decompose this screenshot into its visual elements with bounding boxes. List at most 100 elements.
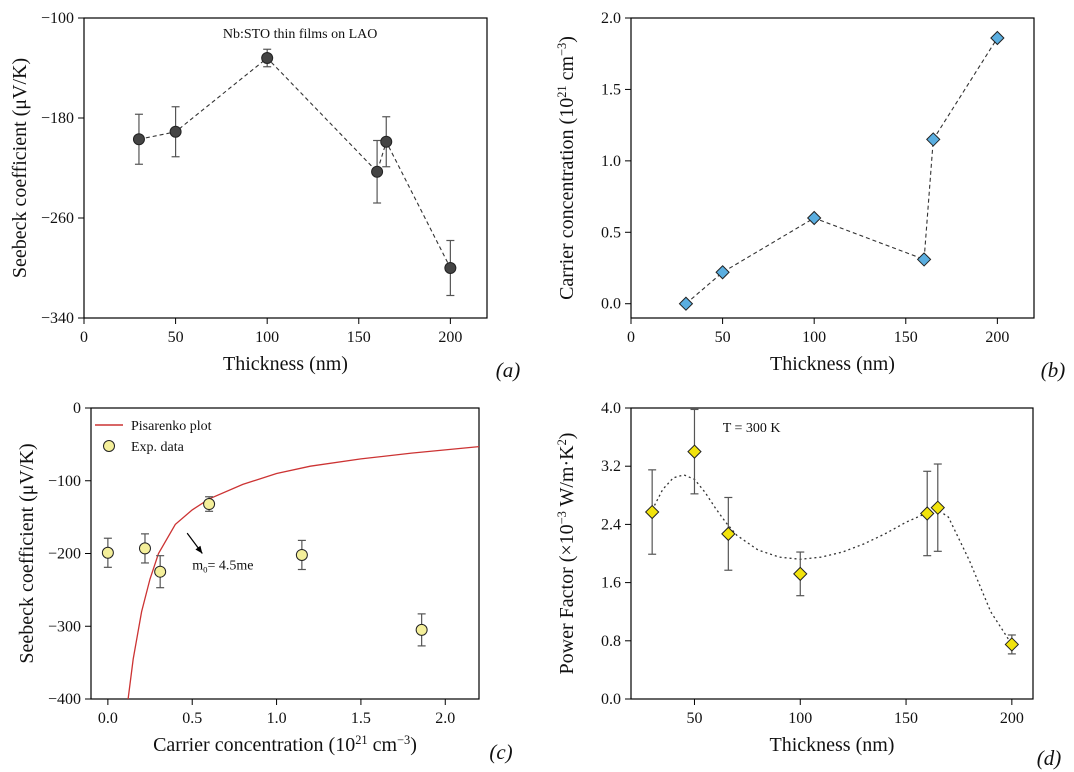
y-tick-label: −100 bbox=[48, 473, 81, 490]
series-connector bbox=[685, 37, 998, 305]
y-tick-label: 2.4 bbox=[601, 516, 621, 533]
y-tick-label: 1.5 bbox=[601, 81, 621, 98]
x-tick-label: 0 bbox=[80, 329, 88, 346]
y-tick-label: 1.0 bbox=[601, 153, 621, 170]
x-tick-label: 50 bbox=[686, 710, 702, 727]
legend-label: Exp. data bbox=[131, 440, 185, 455]
text-part: m bbox=[192, 559, 203, 574]
text-part: Carrier concentration (10 bbox=[153, 734, 355, 756]
legend-label: Pisarenko plot bbox=[131, 419, 212, 434]
x-tick-label: 150 bbox=[894, 710, 918, 727]
subscript: 0 bbox=[203, 565, 207, 575]
superscript: −3 bbox=[555, 511, 569, 524]
panel-label: (c) bbox=[489, 740, 512, 764]
superscript: −3 bbox=[555, 43, 569, 56]
x-tick-label: 100 bbox=[255, 329, 279, 346]
data-point bbox=[920, 506, 935, 521]
data-point bbox=[916, 252, 932, 267]
text-part: = 4.5me bbox=[207, 558, 253, 573]
data-point bbox=[793, 566, 808, 582]
y-tick-label: 0.0 bbox=[601, 296, 621, 313]
data-point bbox=[203, 498, 216, 511]
data-point bbox=[415, 623, 428, 636]
text-part: W/m·K bbox=[556, 445, 578, 511]
x-axis-label: Thickness (nm) bbox=[770, 353, 895, 375]
panel-label: (d) bbox=[1037, 746, 1062, 770]
text-part: ) bbox=[410, 734, 417, 756]
data-point bbox=[990, 30, 1005, 46]
data-point bbox=[101, 546, 114, 559]
x-tick-label: 150 bbox=[894, 329, 918, 346]
pisarenko-curve bbox=[127, 445, 480, 700]
data-point bbox=[644, 504, 660, 520]
plot-title: Nb:STO thin films on LAO bbox=[223, 27, 378, 42]
y-axis-label: Seebeck coefficient (μV/K) bbox=[16, 443, 38, 663]
x-tick-label: 0 bbox=[627, 329, 635, 346]
data-point bbox=[687, 444, 702, 459]
text-part: Power Factor (×10 bbox=[556, 524, 578, 674]
x-axis-label: Thickness (nm) bbox=[223, 353, 348, 375]
data-point bbox=[154, 565, 167, 578]
data-point bbox=[371, 165, 384, 178]
y-tick-label: 0.0 bbox=[601, 691, 621, 708]
panel-d: 50 100 150 200 0.0 0.8 1.6 2.4 3.2 4.0 Thickness (… bbox=[555, 400, 1061, 770]
panel-label: (b) bbox=[1041, 358, 1066, 382]
data-point bbox=[261, 52, 274, 64]
data-point bbox=[678, 296, 694, 311]
x-tick-label: 100 bbox=[788, 710, 812, 727]
y-tick-label: −340 bbox=[41, 310, 74, 327]
panel-c: 0.0 0.5 1.0 1.5 2.0 0 −100 −200 −300 −400 Carrier … bbox=[16, 400, 513, 764]
y-tick-label: 0.5 bbox=[601, 224, 621, 241]
x-tick-label: 50 bbox=[715, 329, 731, 346]
data-point bbox=[806, 210, 822, 226]
text-part: cm bbox=[556, 56, 578, 86]
x-axis-label: Thickness (nm) bbox=[770, 734, 895, 756]
x-tick-label: 50 bbox=[168, 329, 184, 346]
legend-marker-swatch bbox=[103, 440, 115, 452]
panel-b: 0 50 100 150 200 0.0 0.5 1.0 1.5 2.0 Thickness (nm… bbox=[555, 10, 1065, 382]
x-tick-label: 150 bbox=[347, 329, 371, 346]
data-point bbox=[444, 262, 457, 274]
y-tick-label: 2.0 bbox=[601, 10, 621, 27]
text-part: ) bbox=[556, 433, 578, 440]
y-axis-label: Seebeck coefficient (μV/K) bbox=[9, 58, 31, 278]
plot-frame bbox=[630, 17, 1035, 319]
annotation-arrowhead bbox=[195, 545, 203, 554]
data-point bbox=[169, 125, 182, 138]
panel-label: (a) bbox=[496, 358, 521, 382]
fit-curve bbox=[651, 474, 1013, 645]
y-tick-label: −180 bbox=[41, 110, 74, 127]
x-tick-label: 200 bbox=[438, 329, 462, 346]
x-tick-label: 0.5 bbox=[182, 710, 202, 727]
x-tick-label: 0.0 bbox=[98, 710, 118, 727]
x-tick-label: 200 bbox=[985, 329, 1009, 346]
x-tick-label: 1.5 bbox=[351, 710, 371, 727]
x-tick-label: 100 bbox=[802, 329, 826, 346]
data-point bbox=[926, 132, 941, 147]
x-tick-label: 2.0 bbox=[435, 710, 455, 727]
y-axis-label: Power Factor (×10−3 W/m·K2) bbox=[555, 433, 578, 675]
y-tick-label: −400 bbox=[48, 691, 81, 708]
data-point bbox=[132, 133, 145, 146]
y-tick-label: −300 bbox=[48, 618, 81, 635]
plot-frame bbox=[630, 407, 1034, 700]
series-connector bbox=[138, 57, 451, 269]
data-point bbox=[930, 500, 945, 515]
annotation-text: m0= 4.5me bbox=[192, 558, 253, 574]
y-tick-label: −260 bbox=[41, 210, 74, 227]
data-point bbox=[721, 526, 736, 542]
text-part: cm bbox=[368, 734, 398, 756]
y-tick-label: 0 bbox=[73, 400, 81, 417]
plot-title: T = 300 K bbox=[723, 421, 781, 436]
superscript: 21 bbox=[555, 85, 569, 97]
y-tick-label: 3.2 bbox=[601, 458, 621, 475]
y-tick-label: −200 bbox=[48, 546, 81, 563]
superscript: 2 bbox=[555, 439, 569, 445]
data-point bbox=[138, 542, 151, 555]
y-tick-label: 1.6 bbox=[601, 575, 621, 592]
x-axis-label: Carrier concentration (1021 cm−3) bbox=[153, 733, 417, 756]
y-axis-label: Carrier concentration (1021 cm−3) bbox=[555, 36, 578, 300]
data-point bbox=[295, 548, 308, 561]
y-tick-label: 0.8 bbox=[601, 633, 621, 650]
